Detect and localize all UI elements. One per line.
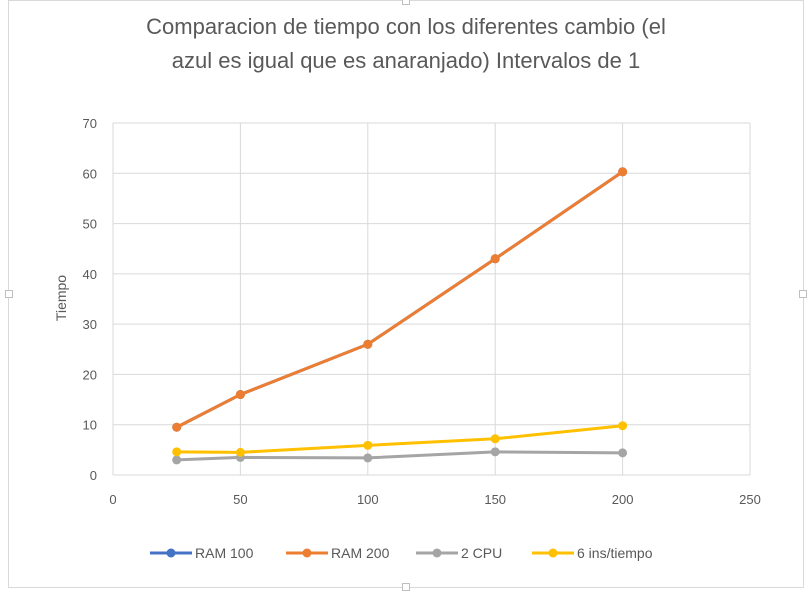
y-axis-title: Tiempo <box>53 275 69 321</box>
y-tick-label: 30 <box>83 317 97 332</box>
data-point <box>490 254 500 264</box>
data-point <box>235 447 245 457</box>
x-tick-label: 0 <box>109 492 116 507</box>
legend-label: 6 ins/tiempo <box>577 545 653 561</box>
series-line <box>175 170 625 429</box>
data-point <box>235 390 245 400</box>
data-point <box>490 434 500 444</box>
x-tick-label: 150 <box>484 492 506 507</box>
legend-label: RAM 200 <box>331 545 390 561</box>
y-tick-label: 0 <box>90 468 97 483</box>
data-point <box>363 453 373 463</box>
data-point <box>618 448 628 458</box>
x-tick-label: 50 <box>233 492 247 507</box>
data-point <box>618 421 628 431</box>
legend-swatch-marker <box>166 548 176 558</box>
series-6-ins-tiempo <box>172 421 628 457</box>
y-tick-label: 20 <box>83 367 97 382</box>
resize-handle-top[interactable] <box>402 0 410 5</box>
legend-swatch-marker <box>548 548 558 558</box>
data-point <box>172 455 182 465</box>
chart-title-line-1: Comparacion de tiempo con los diferentes… <box>146 14 666 39</box>
legend: RAM 100 RAM 200 2 CPU 6 ins/tiempo <box>150 545 653 561</box>
x-tick-label: 250 <box>739 492 761 507</box>
series-line <box>175 170 625 429</box>
legend-label: 2 CPU <box>461 545 502 561</box>
y-tick-label: 60 <box>83 166 97 181</box>
series-line <box>175 424 625 454</box>
chart-title: Comparacion de tiempo con los diferentes… <box>146 14 666 73</box>
data-point <box>363 440 373 450</box>
resize-handle-right[interactable] <box>799 290 807 298</box>
legend-item: RAM 100 <box>150 545 254 561</box>
x-axis-ticks: 0 50 100 150 200 250 <box>109 492 760 507</box>
legend-swatch-marker <box>432 548 442 558</box>
x-tick-label: 100 <box>357 492 379 507</box>
series-lines <box>172 167 628 465</box>
resize-handle-bottom[interactable] <box>402 583 410 591</box>
chart-frame[interactable] <box>5 0 807 591</box>
legend-item: 2 CPU <box>416 545 502 561</box>
y-tick-label: 40 <box>83 267 97 282</box>
legend-swatch-marker <box>302 548 312 558</box>
legend-label: RAM 100 <box>195 545 254 561</box>
data-point <box>172 422 182 432</box>
series-ram-200 <box>172 167 628 432</box>
legend-item: RAM 200 <box>286 545 390 561</box>
gridlines <box>112 122 751 476</box>
data-point <box>618 167 628 177</box>
data-point <box>363 339 373 349</box>
x-tick-label: 200 <box>612 492 634 507</box>
chart-title-line-2: azul es igual que es anaranjado) Interva… <box>172 48 640 73</box>
resize-handle-left[interactable] <box>5 290 13 298</box>
y-axis-ticks: 0 10 20 30 40 50 60 70 <box>83 116 97 483</box>
y-tick-label: 10 <box>83 418 97 433</box>
legend-item: 6 ins/tiempo <box>532 545 653 561</box>
y-tick-label: 70 <box>83 116 97 131</box>
y-tick-label: 50 <box>83 217 97 232</box>
data-point <box>172 447 182 457</box>
data-point <box>490 447 500 457</box>
